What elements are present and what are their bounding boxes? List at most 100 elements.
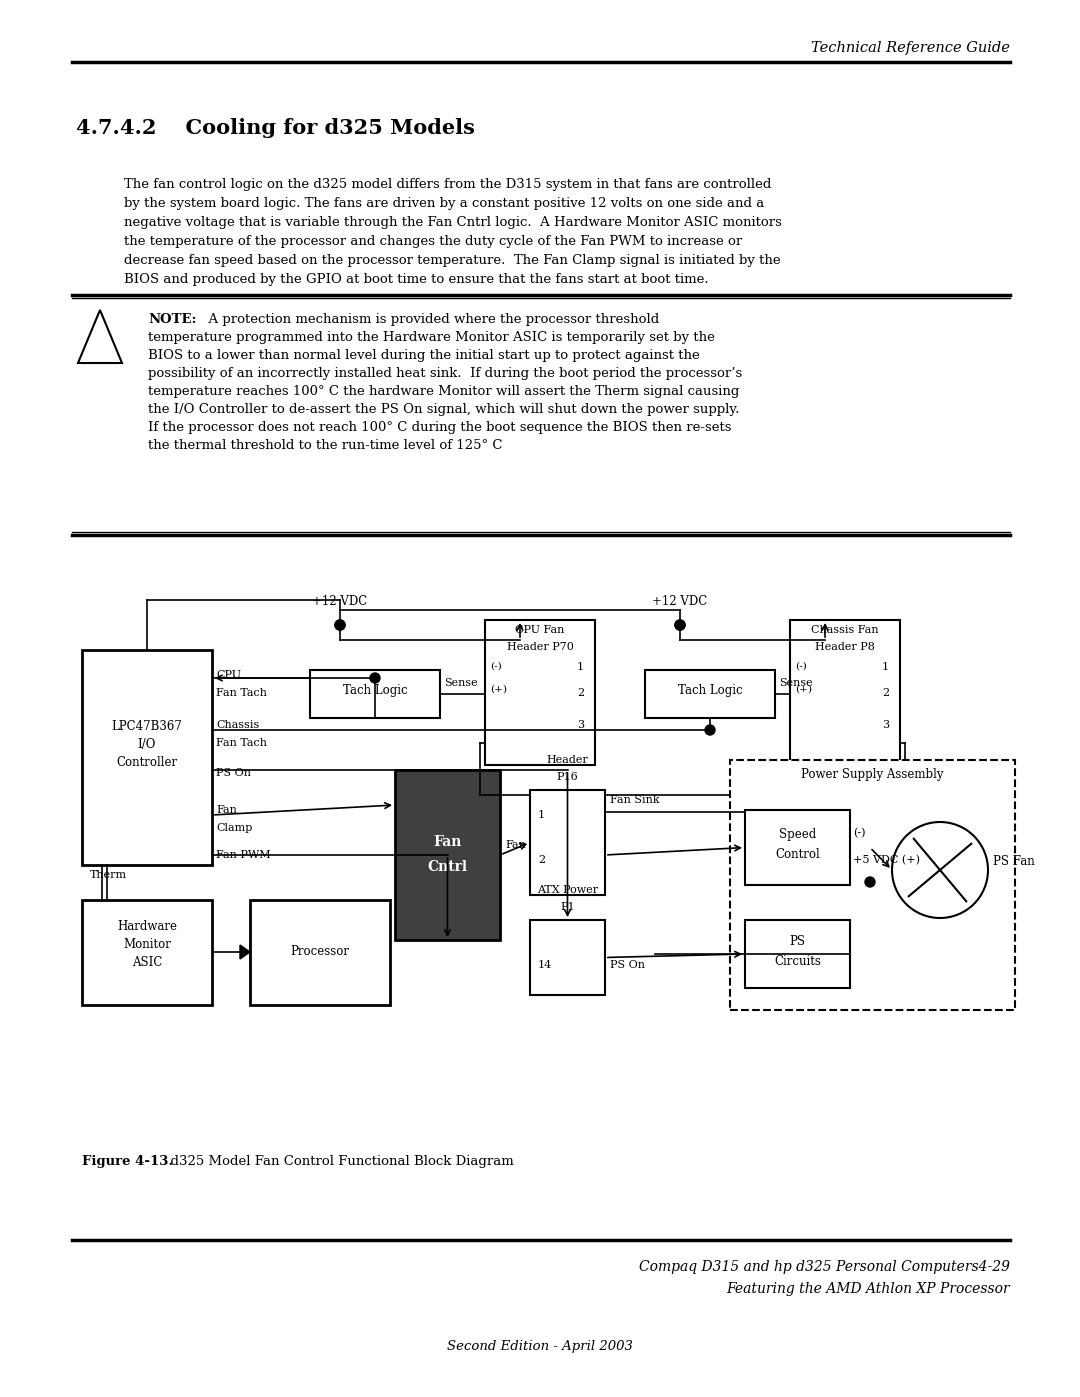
- Text: LPC47B367: LPC47B367: [111, 719, 183, 733]
- Text: +5 VDC (+): +5 VDC (+): [853, 855, 920, 865]
- Text: (-): (-): [853, 828, 865, 838]
- Text: 3: 3: [882, 719, 889, 731]
- Text: the temperature of the processor and changes the duty cycle of the Fan PWM to in: the temperature of the processor and cha…: [124, 235, 742, 249]
- Text: Speed: Speed: [779, 828, 816, 841]
- Bar: [82, 900, 212, 1004]
- Text: A protection mechanism is provided where the processor threshold: A protection mechanism is provided where…: [200, 313, 659, 326]
- Bar: [645, 671, 775, 718]
- Bar: [789, 620, 900, 766]
- Text: Featuring the AMD Athlon XP Processor: Featuring the AMD Athlon XP Processor: [727, 1282, 1010, 1296]
- Text: decrease fan speed based on the processor temperature.  The Fan Clamp signal is : decrease fan speed based on the processo…: [124, 254, 781, 267]
- Text: 2: 2: [882, 687, 889, 698]
- Bar: [530, 789, 605, 895]
- Text: Sense: Sense: [779, 678, 812, 687]
- Bar: [395, 770, 500, 940]
- Bar: [730, 760, 1015, 1010]
- Text: Therm: Therm: [90, 870, 127, 880]
- Text: 2: 2: [577, 687, 584, 698]
- Text: 3: 3: [577, 719, 584, 731]
- Bar: [82, 650, 212, 865]
- Text: (-): (-): [795, 662, 807, 671]
- Bar: [745, 921, 850, 988]
- Text: Fan PWM: Fan PWM: [216, 849, 271, 861]
- Text: 1: 1: [882, 662, 889, 672]
- Text: Fan: Fan: [505, 840, 526, 849]
- Text: Second Edition - April 2003: Second Edition - April 2003: [447, 1340, 633, 1354]
- Text: Fan: Fan: [433, 835, 461, 849]
- Text: CPU: CPU: [216, 671, 241, 680]
- Text: PS: PS: [789, 935, 806, 949]
- Text: 14: 14: [538, 960, 552, 970]
- Circle shape: [675, 620, 685, 630]
- Bar: [745, 810, 850, 886]
- Text: d325 Model Fan Control Functional Block Diagram: d325 Model Fan Control Functional Block …: [162, 1155, 514, 1168]
- Text: Technical Reference Guide: Technical Reference Guide: [811, 41, 1010, 54]
- Text: Header P8: Header P8: [815, 643, 875, 652]
- Text: temperature reaches 100° C the hardware Monitor will assert the Therm signal cau: temperature reaches 100° C the hardware …: [148, 386, 740, 398]
- Circle shape: [705, 725, 715, 735]
- Text: possibility of an incorrectly installed heat sink.  If during the boot period th: possibility of an incorrectly installed …: [148, 367, 742, 380]
- Text: Sense: Sense: [444, 678, 477, 687]
- Circle shape: [335, 620, 345, 630]
- Text: the I/O Controller to de-assert the PS On signal, which will shut down the power: the I/O Controller to de-assert the PS O…: [148, 402, 740, 416]
- Text: Hardware: Hardware: [117, 921, 177, 933]
- Text: Clamp: Clamp: [216, 823, 253, 833]
- Text: If the processor does not reach 100° C during the boot sequence the BIOS then re: If the processor does not reach 100° C d…: [148, 420, 731, 434]
- Text: +12 VDC: +12 VDC: [312, 595, 367, 608]
- Text: Circuits: Circuits: [774, 956, 821, 968]
- Text: Fan: Fan: [216, 805, 237, 814]
- Text: I/O: I/O: [138, 738, 157, 752]
- Text: P16: P16: [556, 773, 579, 782]
- Text: Fan Tach: Fan Tach: [216, 687, 267, 698]
- Circle shape: [370, 673, 380, 683]
- Text: 1: 1: [577, 662, 584, 672]
- Text: Chassis: Chassis: [216, 719, 259, 731]
- Text: negative voltage that is variable through the Fan Cntrl logic.  A Hardware Monit: negative voltage that is variable throug…: [124, 217, 782, 229]
- Text: Header P70: Header P70: [507, 643, 573, 652]
- Text: CPU Fan: CPU Fan: [515, 624, 565, 636]
- Circle shape: [865, 877, 875, 887]
- Text: PS On: PS On: [610, 960, 645, 970]
- Text: Header: Header: [546, 754, 589, 766]
- Text: Figure 4-13.: Figure 4-13.: [82, 1155, 173, 1168]
- Text: Chassis Fan: Chassis Fan: [811, 624, 879, 636]
- Circle shape: [335, 620, 345, 630]
- Text: Monitor: Monitor: [123, 937, 171, 951]
- Text: P1: P1: [561, 902, 575, 912]
- Text: Processor: Processor: [291, 944, 350, 958]
- Bar: [485, 620, 595, 766]
- Polygon shape: [78, 310, 122, 363]
- Text: Power Supply Assembly: Power Supply Assembly: [801, 768, 944, 781]
- Text: the thermal threshold to the run-time level of 125° C: the thermal threshold to the run-time le…: [148, 439, 502, 453]
- Bar: [530, 921, 605, 995]
- Bar: [310, 671, 440, 718]
- Text: PS On: PS On: [216, 768, 251, 778]
- Text: (+): (+): [795, 685, 812, 694]
- Text: Control: Control: [775, 848, 820, 861]
- Text: Controller: Controller: [117, 756, 177, 768]
- Text: Compaq D315 and hp d325 Personal Computers4-29: Compaq D315 and hp d325 Personal Compute…: [639, 1260, 1010, 1274]
- Text: (+): (+): [490, 685, 507, 694]
- Bar: [249, 900, 390, 1004]
- Text: Fan Tach: Fan Tach: [216, 738, 267, 747]
- Text: by the system board logic. The fans are driven by a constant positive 12 volts o: by the system board logic. The fans are …: [124, 197, 765, 210]
- Text: Tach Logic: Tach Logic: [342, 685, 407, 697]
- Text: +12 VDC: +12 VDC: [652, 595, 707, 608]
- Text: 2: 2: [538, 855, 545, 865]
- Text: 1: 1: [538, 810, 545, 820]
- Text: BIOS and produced by the GPIO at boot time to ensure that the fans start at boot: BIOS and produced by the GPIO at boot ti…: [124, 272, 708, 286]
- Text: Cntrl: Cntrl: [428, 861, 468, 875]
- Text: (-): (-): [490, 662, 502, 671]
- Text: PS Fan: PS Fan: [993, 855, 1035, 868]
- Text: ASIC: ASIC: [132, 956, 162, 970]
- Text: BIOS to a lower than normal level during the initial start up to protect against: BIOS to a lower than normal level during…: [148, 349, 700, 362]
- Text: NOTE:: NOTE:: [148, 313, 197, 326]
- Text: Tach Logic: Tach Logic: [677, 685, 742, 697]
- Circle shape: [892, 821, 988, 918]
- Circle shape: [675, 620, 685, 630]
- Text: temperature programmed into the Hardware Monitor ASIC is temporarily set by the: temperature programmed into the Hardware…: [148, 331, 715, 344]
- Text: Fan Sink: Fan Sink: [610, 795, 660, 805]
- Polygon shape: [240, 944, 249, 958]
- Text: ATX Power: ATX Power: [537, 886, 598, 895]
- Text: 4.7.4.2    Cooling for d325 Models: 4.7.4.2 Cooling for d325 Models: [76, 117, 475, 138]
